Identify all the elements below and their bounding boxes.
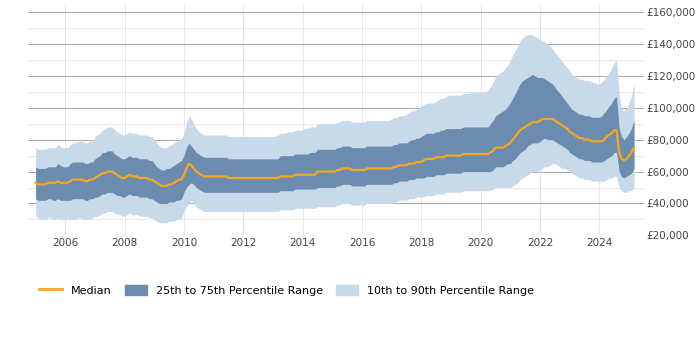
- Legend: Median, 25th to 75th Percentile Range, 10th to 90th Percentile Range: Median, 25th to 75th Percentile Range, 1…: [35, 280, 538, 300]
